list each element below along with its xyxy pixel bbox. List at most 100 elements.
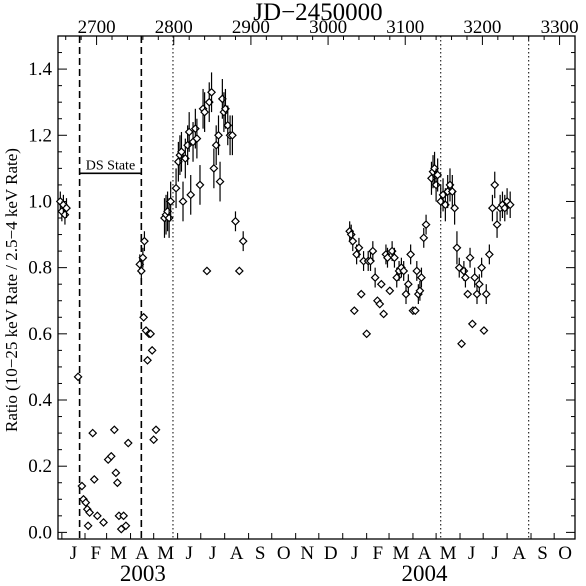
- data-point: [121, 521, 131, 531]
- data-point: [452, 243, 462, 253]
- data-point: [484, 249, 494, 259]
- y-tick-label: 0.8: [28, 258, 52, 279]
- month-label: O: [558, 543, 572, 564]
- data-point: [215, 177, 225, 187]
- top-tick-label: 3300: [541, 17, 579, 38]
- data-point: [460, 273, 470, 283]
- data-point: [136, 266, 146, 276]
- data-point: [166, 197, 176, 206]
- top-tick-label: 2700: [78, 17, 116, 38]
- month-label: J: [185, 543, 192, 564]
- data-point: [147, 345, 157, 355]
- data-point: [481, 289, 491, 299]
- month-label: D: [324, 543, 338, 564]
- data-point: [83, 521, 93, 531]
- data-point: [419, 233, 429, 243]
- data-point: [139, 312, 149, 322]
- data-point: [467, 319, 477, 329]
- data-point: [412, 266, 422, 276]
- data-point: [383, 253, 392, 263]
- data-point: [200, 107, 210, 117]
- data-point: [119, 511, 129, 521]
- month-label: J: [70, 543, 77, 564]
- data-point: [171, 183, 181, 193]
- data-point: [81, 498, 91, 508]
- month-label: F: [91, 543, 102, 564]
- y-tick-label: 1.2: [28, 125, 52, 146]
- data-point: [362, 329, 372, 339]
- data-point: [430, 163, 440, 173]
- data-point: [92, 511, 102, 521]
- data-point: [385, 286, 395, 296]
- month-label: J: [468, 543, 475, 564]
- data-point: [487, 203, 497, 213]
- y-tick-label: 0.6: [28, 324, 52, 345]
- data-point: [177, 147, 186, 157]
- data-point: [410, 306, 420, 316]
- data-point: [477, 263, 487, 273]
- data-point: [195, 180, 205, 190]
- data-point: [492, 220, 502, 230]
- data-point: [238, 236, 248, 246]
- data-point: [433, 170, 443, 180]
- top-axis-title: JD−2450000: [253, 0, 382, 26]
- data-point: [463, 289, 473, 299]
- data-point: [421, 220, 431, 230]
- data-point: [354, 243, 364, 253]
- year-label: 2004: [402, 561, 449, 581]
- y-tick-label: 1.0: [28, 191, 52, 212]
- month-label: A: [230, 543, 244, 564]
- month-label: S: [537, 543, 548, 564]
- data-point: [406, 249, 416, 259]
- data-point: [106, 451, 116, 461]
- data-point: [178, 197, 188, 206]
- data-point: [202, 266, 212, 276]
- y-axis-label: Ratio (10−25 keV Rate / 2.5−4 keV Rate): [2, 148, 21, 432]
- data-point: [450, 203, 460, 213]
- data-point: [143, 355, 152, 365]
- data-point: [217, 94, 227, 104]
- top-tick-label: 3200: [463, 17, 501, 38]
- data-point: [214, 130, 223, 140]
- data-point: [151, 425, 161, 435]
- month-label: F: [373, 543, 384, 564]
- data-point: [109, 425, 119, 435]
- month-label: S: [255, 543, 266, 564]
- top-tick-label: 3100: [386, 17, 424, 38]
- ds-state-label: DS State: [86, 158, 135, 173]
- y-tick-label: 0.2: [28, 456, 52, 477]
- data-point: [474, 279, 484, 289]
- data-point: [207, 87, 217, 97]
- data-point: [227, 130, 237, 140]
- data-point: [415, 286, 425, 296]
- y-tick-label: 0.4: [28, 390, 52, 411]
- data-point: [348, 236, 358, 246]
- month-label: A: [418, 543, 432, 564]
- data-point: [234, 266, 244, 276]
- top-tick-label: 2900: [232, 17, 270, 38]
- data-point: [490, 180, 500, 190]
- data-point: [375, 299, 385, 309]
- data-point: [192, 134, 202, 144]
- data-point: [465, 253, 475, 263]
- year-label: 2003: [120, 561, 166, 581]
- data-point: [459, 266, 469, 276]
- data-point: [399, 266, 409, 276]
- data-point: [88, 428, 98, 438]
- data-point: [138, 253, 148, 263]
- y-tick-label: 1.4: [28, 59, 52, 80]
- data-point: [505, 200, 515, 210]
- data-point: [111, 468, 121, 478]
- month-label: M: [157, 543, 174, 564]
- month-label: J: [491, 543, 498, 564]
- data-point: [112, 478, 122, 488]
- data-point: [376, 279, 386, 289]
- data-point: [139, 236, 149, 246]
- month-label: N: [300, 543, 314, 564]
- data-point: [356, 289, 366, 299]
- data-point: [379, 309, 389, 319]
- month-label: M: [393, 543, 410, 564]
- data-point: [416, 273, 426, 283]
- data-point: [403, 279, 413, 289]
